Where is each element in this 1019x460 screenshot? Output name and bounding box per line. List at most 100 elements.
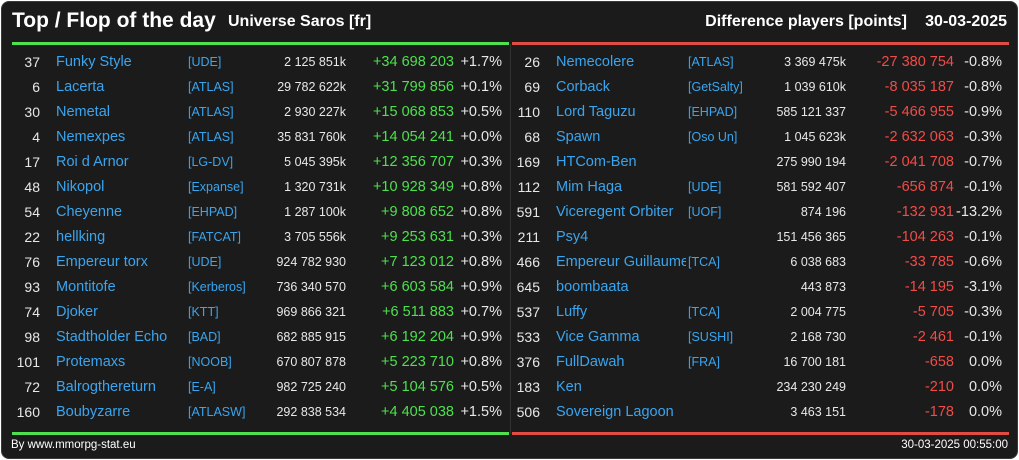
flop-row: 376 FullDawah [FRA] 16 700 181 -658 0.0% [510,350,1010,375]
points-value: 924 782 930 [276,255,346,269]
alliance-tag-link[interactable]: [UDE] [688,180,722,194]
player-name-link[interactable]: Vice Gamma [556,329,640,345]
player-name-link[interactable]: Nikopol [56,179,105,195]
player-name-link[interactable]: Roi d Arnor [56,154,129,170]
flop-row: 68 Spawn [Oso Un] 1 045 623k -2 632 063 -0.3% [510,125,1010,150]
alliance-tag-link[interactable]: [TCA] [688,255,720,269]
diff-value: +15 068 853 [372,104,454,120]
points-value: 1 045 623k [784,130,846,144]
flop-row: 112 Mim Haga [UDE] 581 592 407 -656 874 -0.1% [510,175,1010,200]
alliance-tag-link[interactable]: [ATLAS] [188,80,234,94]
player-name-link[interactable]: Nemetal [56,104,110,120]
alliance-tag-link[interactable]: [ATLAS] [688,55,734,69]
alliance-tag-link[interactable]: [NOOB] [188,355,232,369]
diff-value: -2 041 708 [884,154,954,170]
player-name-link[interactable]: Viceregent Orbiter [556,204,674,220]
player-name-link[interactable]: Boubyzarre [56,404,131,420]
alliance-tag-link[interactable]: [FATCAT] [188,230,242,244]
player-name-link[interactable]: FullDawah [556,354,625,370]
points-value: 1 320 731k [284,180,346,194]
alliance-tag-link[interactable]: [KTT] [188,305,219,319]
percent-change: +0.7% [460,304,502,320]
diff-value: -2 632 063 [884,129,954,145]
percent-change: +1.5% [460,404,502,420]
player-name-link[interactable]: Luffy [556,304,588,320]
player-name-link[interactable]: HTCom-Ben [556,154,637,170]
player-name-link[interactable]: Lacerta [56,79,105,95]
column-divider [510,44,511,434]
alliance-tag-link[interactable]: [SUSHI] [688,330,734,344]
alliance-tag-link[interactable]: [E-A] [188,380,216,394]
alliance-tag-link[interactable]: [UDE] [188,255,222,269]
percent-change: +0.5% [460,104,502,120]
alliance-tag-link[interactable]: [BAD] [188,330,221,344]
player-name-link[interactable]: Cheyenne [56,204,123,220]
top-row: 6 Lacerta [ATLAS] 29 782 622k +31 799 856 +0.… [10,75,510,100]
player-name-link[interactable]: Nemecolere [556,54,635,70]
player-name-link[interactable]: Balrogthereturn [56,379,156,395]
rank: 183 [516,379,540,395]
alliance-tag-link[interactable]: [Kerberos] [188,280,246,294]
alliance-tag-link[interactable]: [ATLASW] [188,405,246,419]
percent-change: +1.7% [460,54,502,70]
player-name-link[interactable]: hellking [56,229,106,245]
alliance-tag-link[interactable]: [TCA] [688,305,720,319]
rank: 30 [24,104,40,120]
alliance-tag-link[interactable]: [Expanse] [188,180,244,194]
player-name-link[interactable]: Corback [556,79,610,95]
percent-change: +0.8% [460,179,502,195]
player-name-link[interactable]: Sovereign Lagoon [556,404,674,420]
top-row: 98 Stadtholder Echo [BAD] 682 885 915 +6 192… [10,325,510,350]
player-name-link[interactable]: Ken [556,379,582,395]
rank: 211 [517,229,540,245]
rank: 110 [517,104,540,120]
player-name-link[interactable]: Lord Taguzu [556,104,636,120]
alliance-tag-link[interactable]: [UDE] [188,55,222,69]
alliance-tag-link[interactable]: [UOF] [688,205,722,219]
rank: 466 [516,254,540,270]
alliance-tag-link[interactable]: [EHPAD] [688,105,738,119]
alliance-tag-link[interactable]: [FRA] [688,355,720,369]
rank: 22 [24,229,40,245]
page-title: Top / Flop of the day [12,9,216,32]
percent-change: -0.3% [964,129,1002,145]
player-name-link[interactable]: Stadtholder Echo [56,329,168,345]
rank: 69 [524,79,540,95]
alliance-tag-link[interactable]: [GetSalty] [688,80,743,94]
player-name-link[interactable]: Mim Haga [556,179,623,195]
player-name-link[interactable]: Empereur torx [56,254,148,270]
flop-row: 26 Nemecolere [ATLAS] 3 369 475k -27 380 754… [510,50,1010,75]
alliance-tag-link[interactable]: [EHPAD] [188,205,238,219]
percent-change: -0.6% [964,254,1002,270]
player-name-link[interactable]: Spawn [556,129,601,145]
rank: 26 [524,54,540,70]
player-name-link[interactable]: Djoker [56,304,98,320]
diff-value: +5 223 710 [381,354,454,370]
player-name-link[interactable]: Empereur Guillaume [556,254,686,270]
player-name-link[interactable]: Montitofe [56,279,116,295]
source-credit: By www.mmorpg-stat.eu [11,439,136,451]
points-value: 443 873 [800,280,846,294]
top-row: 74 Djoker [KTT] 969 866 321 +6 511 883 +0.7% [10,300,510,325]
points-value: 5 045 395k [284,155,346,169]
percent-change: +0.1% [460,79,502,95]
player-name-link[interactable]: Nemexpes [56,129,126,145]
diff-value: +9 808 652 [381,204,454,220]
alliance-tag-link[interactable]: [LG-DV] [188,155,234,169]
top-row: 4 Nemexpes [ATLAS] 35 831 760k +14 054 241 +0… [10,125,510,150]
percent-change: -0.9% [964,104,1002,120]
flop-row: 506 Sovereign Lagoon 3 463 151 -178 0.0% [510,400,1010,425]
player-name-link[interactable]: Funky Style [56,54,132,70]
player-name-link[interactable]: Psy4 [556,229,589,245]
player-name-link[interactable]: Protemaxs [56,354,126,370]
top-row: 22 hellking [FATCAT] 3 705 556k +9 253 631 +0… [10,225,510,250]
points-value: 275 990 194 [776,155,846,169]
points-value: 1 039 610k [784,80,846,94]
player-name-link[interactable]: boombaata [556,279,629,295]
percent-change: 0.0% [968,379,1002,395]
rank: 169 [516,154,540,170]
alliance-tag-link[interactable]: [ATLAS] [188,105,234,119]
alliance-tag-link[interactable]: [ATLAS] [188,130,234,144]
rank: 533 [516,329,540,345]
alliance-tag-link[interactable]: [Oso Un] [688,130,738,144]
